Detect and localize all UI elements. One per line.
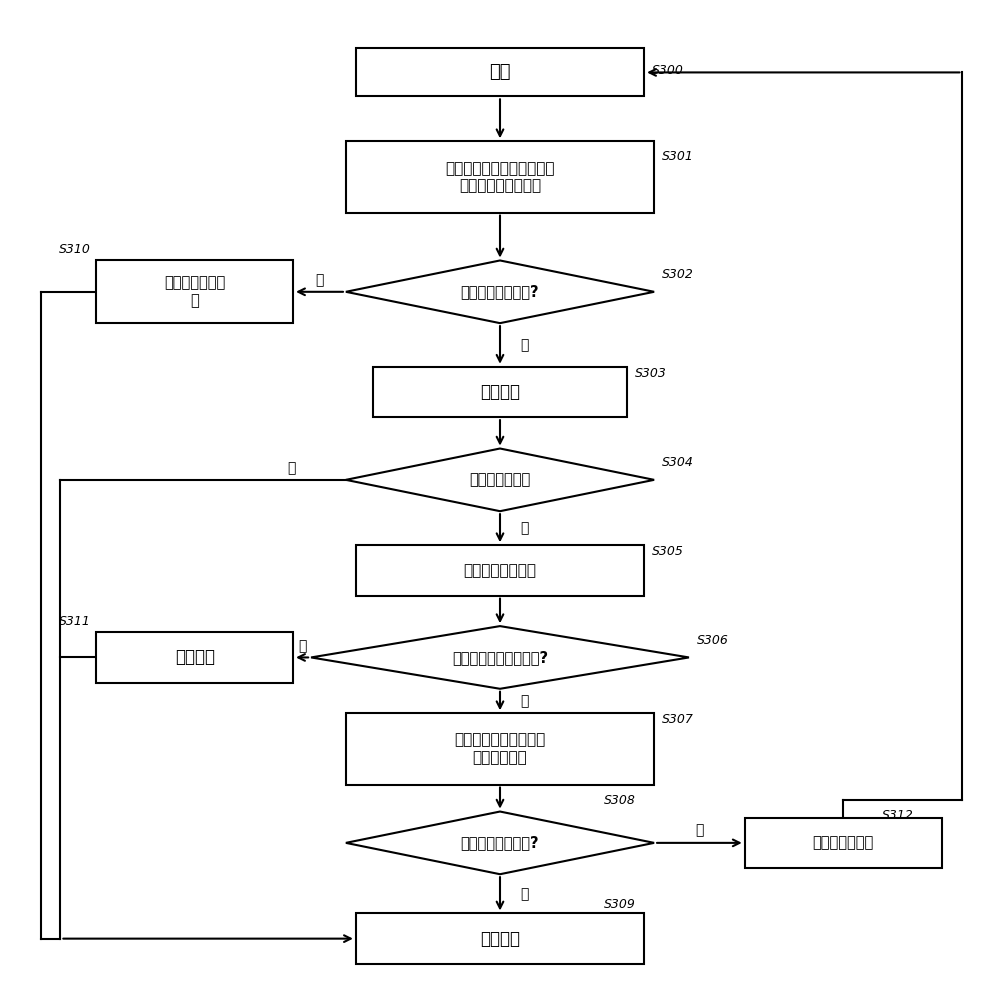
Text: S302: S302 [662,268,694,281]
FancyBboxPatch shape [356,913,644,964]
Polygon shape [346,260,654,323]
Text: 开始: 开始 [489,64,511,82]
Text: 设置惩罚计数器: 设置惩罚计数器 [812,835,874,850]
Text: 是: 是 [315,273,324,287]
Text: 是: 是 [520,887,528,901]
Text: 否: 否 [298,639,306,653]
Text: S312: S312 [882,809,914,822]
Text: 配置广播信道参数成功?: 配置广播信道参数成功? [452,650,548,665]
Text: S308: S308 [604,794,636,807]
Text: 接收系统信息块，计算
系统时间偏移: 接收系统信息块，计算 系统时间偏移 [454,733,546,765]
FancyBboxPatch shape [373,366,627,417]
Polygon shape [346,448,654,511]
FancyBboxPatch shape [356,49,644,97]
Text: 根据频点阶段二获得的主扰
码，生成主扰码列表: 根据频点阶段二获得的主扰 码，生成主扰码列表 [445,161,555,193]
Text: 是: 是 [287,461,295,475]
Text: 存在系统时间偏移?: 存在系统时间偏移? [461,284,539,299]
FancyBboxPatch shape [356,545,644,596]
Text: S303: S303 [635,366,667,379]
Text: 惩罚检查: 惩罚检查 [480,383,520,401]
Text: S305: S305 [652,545,684,558]
FancyBboxPatch shape [346,714,654,784]
Text: S311: S311 [59,615,91,628]
Polygon shape [346,811,654,874]
Text: S306: S306 [697,634,729,647]
Text: S300: S300 [652,64,684,77]
Text: 系统时间偏移成功?: 系统时间偏移成功? [461,835,539,850]
Text: 返回成功: 返回成功 [480,929,520,948]
FancyBboxPatch shape [96,260,293,323]
Text: 否: 否 [695,823,704,837]
FancyBboxPatch shape [346,141,654,213]
Text: 返回失败: 返回失败 [175,649,215,667]
Text: 获取系统时间偏
移: 获取系统时间偏 移 [164,275,225,308]
Text: 配置广播信道参数: 配置广播信道参数 [464,563,536,578]
Text: S307: S307 [662,714,694,727]
Text: 否: 否 [520,338,528,352]
Text: 否: 否 [520,521,528,535]
Text: 检查是否通过？: 检查是否通过？ [469,472,531,487]
Text: 是: 是 [520,694,528,708]
FancyBboxPatch shape [745,817,942,868]
Text: S310: S310 [59,244,91,256]
FancyBboxPatch shape [96,632,293,683]
Text: S301: S301 [662,150,694,163]
Text: S304: S304 [662,456,694,469]
Text: S309: S309 [604,898,636,911]
Polygon shape [311,626,689,689]
